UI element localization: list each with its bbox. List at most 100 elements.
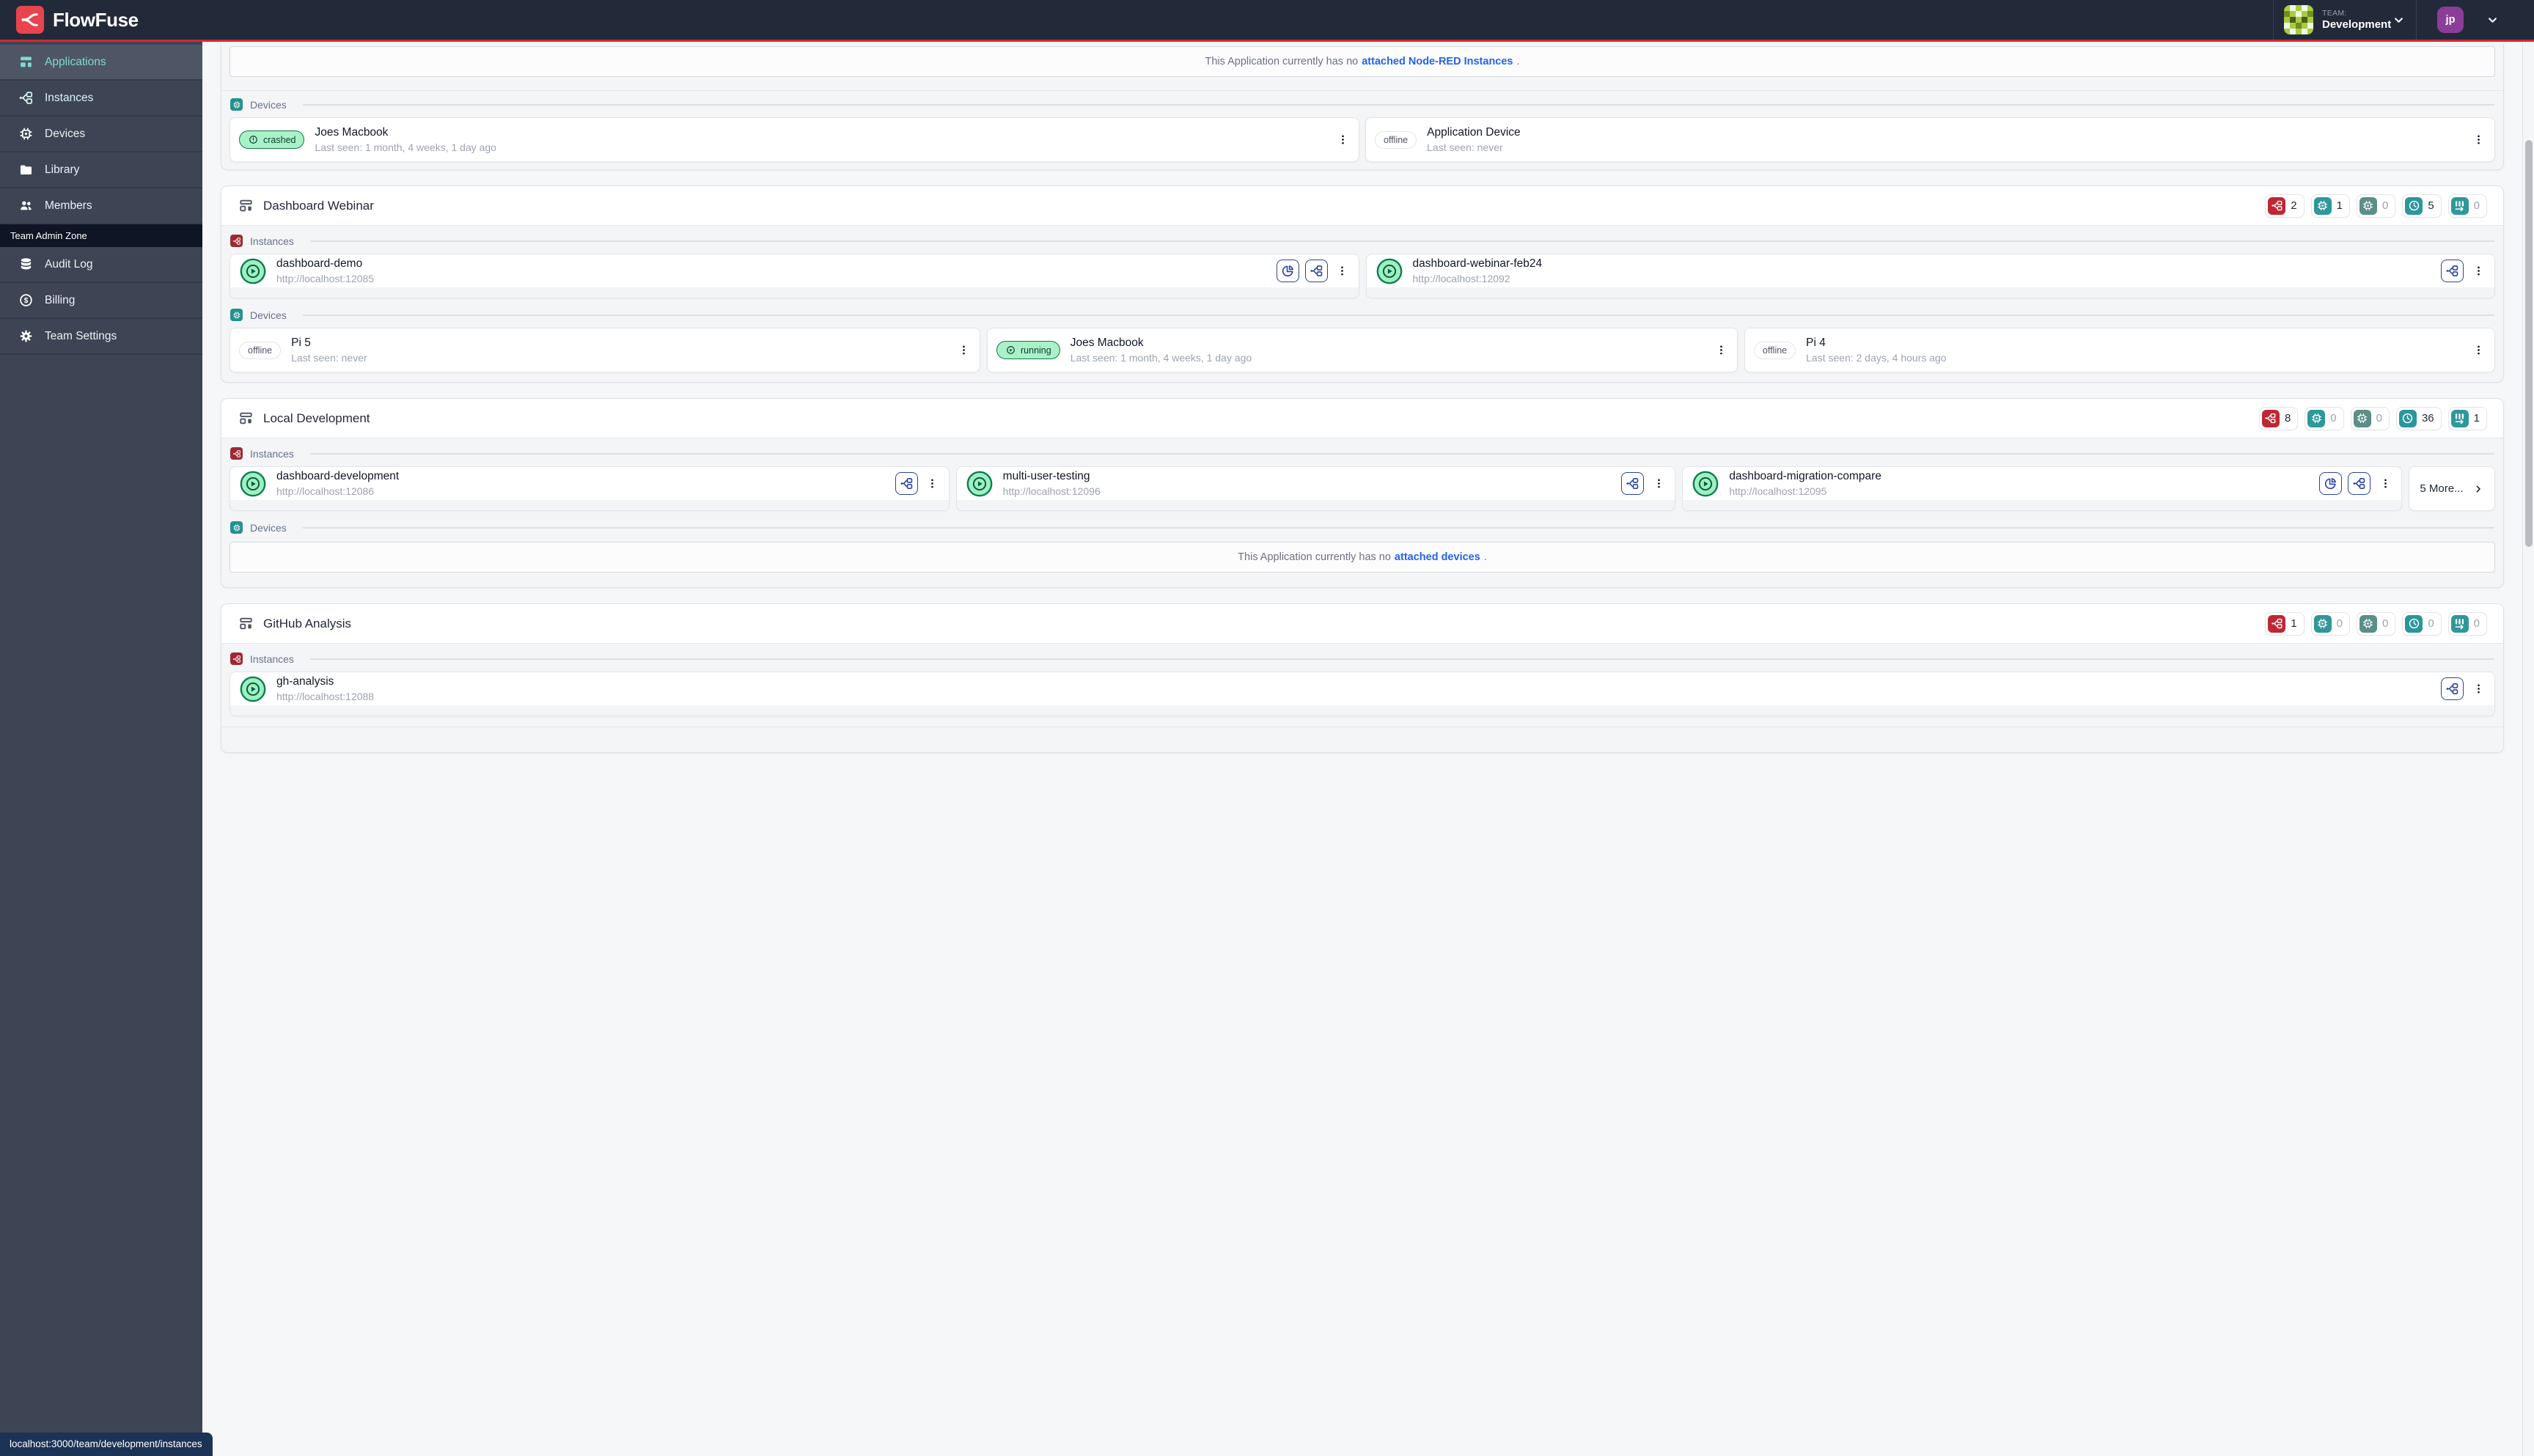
kebab-menu-button[interactable] — [2378, 474, 2392, 494]
application-name[interactable]: Dashboard Webinar — [263, 198, 374, 213]
open-editor-button[interactable] — [1304, 260, 1328, 282]
kebab-menu-button[interactable] — [925, 474, 940, 494]
instance-name[interactable]: gh-analysis — [276, 675, 334, 688]
instance-card-body: dashboard-migration-compare http://localh… — [1683, 467, 2401, 500]
sidebar-admin-nav: Audit Log $ Billing Team Settings — [0, 247, 202, 355]
kebab-menu-button[interactable] — [2471, 679, 2486, 699]
application-card-local-development: Local Development 8 0 0 36 1 Instances dashboar… — [221, 398, 2504, 588]
attached-devices-link[interactable]: attached devices — [1394, 551, 1480, 563]
count-badge-pipeline[interactable]: 0 — [2447, 194, 2487, 218]
members-icon — [18, 198, 34, 213]
instance-card[interactable]: dashboard-webinar-feb24 http://localhost:… — [1365, 254, 2495, 298]
instance-name[interactable]: multi-user-testing — [1002, 470, 1090, 482]
snapshot-icon — [2398, 409, 2417, 427]
instances-section: Instances gh-analysis http://localhost:120… — [221, 644, 2503, 727]
sidebar-item-library[interactable]: Library — [0, 152, 202, 188]
count-badge-device[interactable]: 1 — [2310, 194, 2350, 218]
instances-section-label: Instances — [229, 438, 2495, 466]
application-name[interactable]: GitHub Analysis — [263, 616, 351, 630]
kebab-menu-button[interactable] — [956, 340, 971, 361]
device-icon — [2313, 196, 2332, 215]
instance-card[interactable]: multi-user-testing http://localhost:12096 — [955, 466, 1676, 511]
application-header: GitHub Analysis 1 0 0 0 0 — [221, 604, 2503, 644]
instances-section: Instances dashboard-demo http://localhost:… — [221, 226, 2503, 298]
kebab-menu-button[interactable] — [2471, 130, 2486, 150]
instances-section-label: Instances — [229, 644, 2495, 672]
instances-icon — [18, 90, 34, 106]
sidebar-item-members[interactable]: Members — [0, 188, 202, 224]
scrollbar[interactable] — [2522, 42, 2534, 1456]
count-badge-device[interactable]: 0 — [2305, 406, 2344, 430]
show-more-instances-card[interactable]: 5 More... — [2409, 466, 2495, 511]
sidebar-item-billing[interactable]: $ Billing — [0, 283, 202, 319]
devices-section-label: Devices — [229, 511, 2495, 540]
instance-name[interactable]: dashboard-migration-compare — [1729, 470, 1881, 482]
instance-card-footer — [1683, 500, 2401, 510]
instance-card[interactable]: dashboard-demo http://localhost:12085 — [229, 254, 1359, 298]
badge-count: 5 — [2428, 199, 2434, 212]
instance-card[interactable]: dashboard-development http://localhost:12… — [229, 466, 950, 511]
badge-count: 0 — [2376, 412, 2382, 424]
device-card[interactable]: crashed Joes Macbook Last seen: 1 month, 4… — [229, 117, 1359, 162]
open-dashboard-button[interactable] — [1276, 260, 1299, 282]
instance-card-footer — [956, 500, 1675, 510]
device-card[interactable]: offline Pi 5 Last seen: never — [229, 328, 980, 372]
open-dashboard-button[interactable] — [2319, 472, 2342, 495]
count-badge-pipeline[interactable]: 0 — [2447, 611, 2487, 636]
count-badge-device-group[interactable]: 0 — [2356, 611, 2396, 636]
sidebar-item-applications[interactable]: Applications — [0, 45, 202, 81]
count-badge-node-red[interactable]: 1 — [2265, 611, 2305, 636]
device-card[interactable]: offline Pi 4 Last seen: 2 days, 4 hours ag… — [1744, 328, 2495, 372]
alert-circle-icon — [248, 134, 259, 145]
count-badge-node-red[interactable]: 8 — [2258, 406, 2299, 430]
attached-node-red-instances-link[interactable]: attached Node-RED Instances — [1362, 56, 1513, 67]
user-menu[interactable]: jp — [2417, 0, 2534, 40]
instance-url: http://localhost:12085 — [276, 273, 375, 284]
device-name: Pi 5 — [291, 337, 311, 349]
device-card[interactable]: offline Application Device Last seen: neve… — [1365, 117, 2495, 162]
kebab-menu-button[interactable] — [1335, 130, 1350, 150]
kebab-menu-button[interactable] — [2471, 261, 2486, 282]
device-status-pill: running — [996, 341, 1060, 359]
status-bar-link-preview: localhost:3000/team/development/instance… — [0, 1433, 213, 1456]
instance-name[interactable]: dashboard-demo — [276, 257, 363, 270]
count-badge-device-group[interactable]: 0 — [2350, 406, 2390, 430]
kebab-menu-button[interactable] — [1714, 340, 1728, 361]
open-editor-button[interactable] — [2348, 472, 2370, 495]
kebab-menu-button[interactable] — [1651, 474, 1666, 494]
instance-card[interactable]: dashboard-migration-compare http://localh… — [1682, 466, 2402, 511]
team-selector[interactable]: TEAM: Development — [2273, 0, 2417, 40]
device-last-seen: Last seen: never — [291, 352, 367, 364]
instance-card[interactable]: gh-analysis http://localhost:12088 — [229, 672, 2495, 716]
kebab-menu-button[interactable] — [2471, 340, 2486, 361]
sidebar-item-team-settings[interactable]: Team Settings — [0, 319, 202, 355]
kebab-menu-button[interactable] — [1335, 261, 1350, 282]
scrollbar-thumb[interactable] — [2525, 140, 2533, 547]
application-name[interactable]: Local Development — [263, 411, 370, 425]
devices-section-title: Devices — [250, 309, 287, 321]
avatar: jp — [2437, 7, 2464, 33]
instance-name[interactable]: dashboard-development — [276, 470, 400, 482]
flowfuse-home-link[interactable]: FlowFuse — [0, 0, 139, 40]
count-badge-device[interactable]: 0 — [2310, 611, 2350, 636]
count-badge-node-red[interactable]: 2 — [2265, 194, 2305, 218]
sidebar-item-devices[interactable]: Devices — [0, 117, 202, 152]
count-badge-pipeline[interactable]: 1 — [2447, 406, 2487, 430]
open-editor-button[interactable] — [2441, 677, 2464, 700]
count-badge-device-group[interactable]: 0 — [2356, 194, 2396, 218]
count-badge-snapshot[interactable]: 0 — [2402, 611, 2442, 636]
count-badge-snapshot[interactable]: 36 — [2395, 406, 2442, 430]
open-editor-button[interactable] — [2441, 260, 2464, 282]
sidebar-item-label: Library — [45, 163, 80, 176]
badge-count: 0 — [2330, 412, 2337, 424]
sidebar-item-instances[interactable]: Instances — [0, 81, 202, 117]
open-editor-button[interactable] — [1621, 472, 1645, 495]
devices-section-icon — [230, 98, 243, 111]
open-editor-button[interactable] — [895, 472, 918, 495]
sidebar-item-audit-log[interactable]: Audit Log — [0, 247, 202, 283]
instance-name[interactable]: dashboard-webinar-feb24 — [1412, 257, 1543, 270]
device-meta: Joes Macbook Last seen: 1 month, 4 weeks,… — [315, 126, 496, 153]
count-badge-snapshot[interactable]: 5 — [2402, 194, 2442, 218]
device-card[interactable]: running Joes Macbook Last seen: 1 month, 4… — [987, 328, 1738, 372]
instances-section-label: Instances — [229, 226, 2495, 254]
